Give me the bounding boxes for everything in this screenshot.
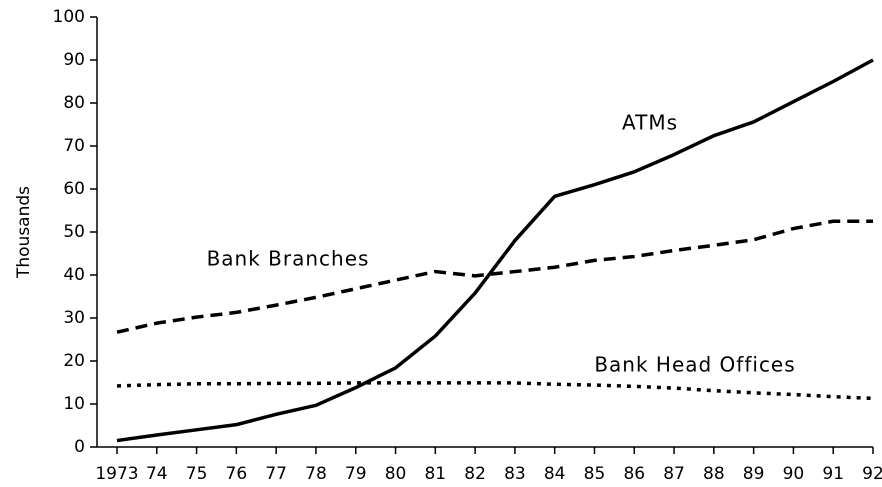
x-tick-label: 77: [265, 464, 287, 484]
x-tick-label: 88: [703, 464, 725, 484]
x-tick-label: 87: [663, 464, 685, 484]
y-tick-label: 60: [63, 179, 85, 199]
y-tick-label: 20: [63, 351, 85, 371]
x-tick-label: 92: [862, 464, 882, 484]
y-tick-label: 40: [63, 265, 85, 285]
x-tick-label: 84: [544, 464, 566, 484]
x-tick-label: 83: [504, 464, 526, 484]
x-tick-label: 76: [226, 464, 248, 484]
x-tick-label: 85: [584, 464, 606, 484]
y-tick-label: 100: [53, 7, 85, 27]
y-tick-label: 0: [74, 437, 85, 457]
x-tick-label: 78: [305, 464, 327, 484]
series-line: [116, 381, 874, 401]
x-tick-label: 86: [623, 464, 645, 484]
x-tick-label: 91: [822, 464, 844, 484]
y-tick-label: 70: [63, 136, 85, 156]
y-tick-label: 30: [63, 308, 85, 328]
y-tick-label: 50: [63, 222, 85, 242]
x-tick-label: 75: [186, 464, 208, 484]
x-tick-label: 90: [783, 464, 805, 484]
series-label: Bank Branches: [207, 247, 370, 271]
y-tick-label: 10: [63, 394, 85, 414]
x-tick-label: 80: [385, 464, 407, 484]
series-line: [116, 58, 874, 443]
x-tick-label: 74: [146, 464, 168, 484]
x-tick-label: 89: [743, 464, 765, 484]
y-tick-label: 90: [63, 50, 85, 70]
x-tick-label: 82: [464, 464, 486, 484]
y-tick-label: 80: [63, 93, 85, 113]
x-tick-label: 79: [345, 464, 367, 484]
series-line: [116, 219, 873, 334]
series-label: ATMs: [622, 111, 678, 135]
x-tick-label: 81: [424, 464, 446, 484]
series-label: Bank Head Offices: [594, 353, 795, 377]
y-axis-label: Thousands: [14, 186, 34, 279]
x-tick-label: 1973: [95, 464, 138, 484]
